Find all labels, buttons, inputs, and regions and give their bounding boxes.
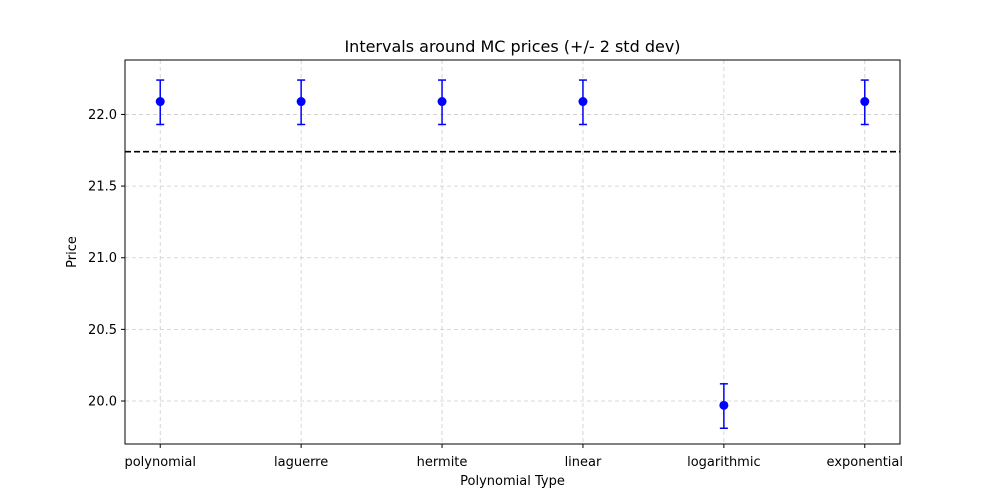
x-axis: polynomial laguerre hermite linear logarithm… xyxy=(124,444,903,470)
x-tick-label: hermite xyxy=(417,455,468,470)
grid xyxy=(125,60,900,444)
y-axis-label: Price xyxy=(65,236,80,268)
x-axis-label: Polynomial Type xyxy=(460,474,565,489)
y-tick-label: 20.0 xyxy=(88,395,117,410)
y-tick-label: 20.5 xyxy=(88,323,117,338)
series xyxy=(155,79,870,429)
y-tick-label: 22.0 xyxy=(88,108,117,123)
data-point xyxy=(155,97,165,107)
data-point xyxy=(719,400,729,410)
y-tick-label: 21.5 xyxy=(88,180,117,195)
x-tick-label: logarithmic xyxy=(687,455,761,470)
x-tick-label: exponential xyxy=(827,455,903,470)
y-axis: 20.0 20.5 21.0 21.5 22.0 xyxy=(88,108,125,410)
x-tick-label: linear xyxy=(565,455,602,470)
y-tick-label: 21.0 xyxy=(88,251,117,266)
chart-title: Intervals around MC prices (+/- 2 std de… xyxy=(344,37,680,56)
plot-area xyxy=(124,59,901,445)
x-tick-label: polynomial xyxy=(124,455,196,470)
data-point xyxy=(296,97,306,107)
data-point xyxy=(860,97,870,107)
data-point xyxy=(437,97,447,107)
x-tick-label: laguerre xyxy=(274,455,328,470)
data-point xyxy=(578,97,588,107)
